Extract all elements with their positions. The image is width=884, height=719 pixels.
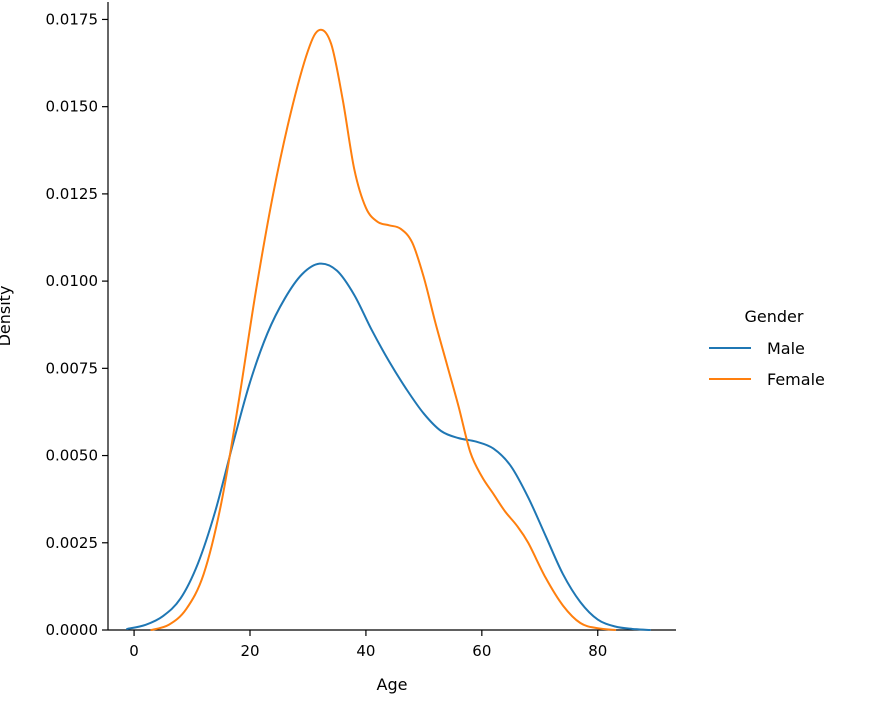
y-axis-title: Density bbox=[0, 286, 14, 347]
y-tick-label: 0.0125 bbox=[46, 185, 99, 203]
legend-label-female: Female bbox=[767, 370, 825, 389]
legend-items: Male Female bbox=[709, 339, 825, 389]
y-ticks: 0.0000 0.0025 0.0050 0.0075 0.0100 0.0125 0.01… bbox=[46, 10, 108, 639]
x-ticks: 0 20 40 60 80 bbox=[129, 630, 607, 660]
y-tick-label: 0.0000 bbox=[46, 621, 99, 639]
x-tick-label: 20 bbox=[240, 642, 259, 660]
x-axis-title: Age bbox=[377, 675, 408, 694]
legend-label-male: Male bbox=[767, 339, 805, 358]
x-tick-label: 0 bbox=[129, 642, 139, 660]
x-tick-label: 60 bbox=[472, 642, 491, 660]
y-tick-label: 0.0050 bbox=[46, 447, 99, 465]
legend-title: Gender bbox=[745, 307, 804, 326]
series-line-female bbox=[150, 28, 617, 631]
y-tick-label: 0.0150 bbox=[46, 98, 99, 116]
y-tick-label: 0.0100 bbox=[46, 272, 99, 290]
y-tick-label: 0.0075 bbox=[46, 359, 99, 377]
y-tick-label: 0.0175 bbox=[46, 10, 99, 28]
plot-area: 0.0000 0.0025 0.0050 0.0075 0.0100 0.0125 0.01… bbox=[46, 2, 676, 660]
series-lines bbox=[126, 28, 651, 631]
series-line-male bbox=[126, 262, 651, 631]
legend: Gender Male Female bbox=[709, 307, 825, 389]
x-tick-label: 40 bbox=[356, 642, 375, 660]
x-tick-label: 80 bbox=[588, 642, 607, 660]
y-tick-label: 0.0025 bbox=[46, 534, 99, 552]
